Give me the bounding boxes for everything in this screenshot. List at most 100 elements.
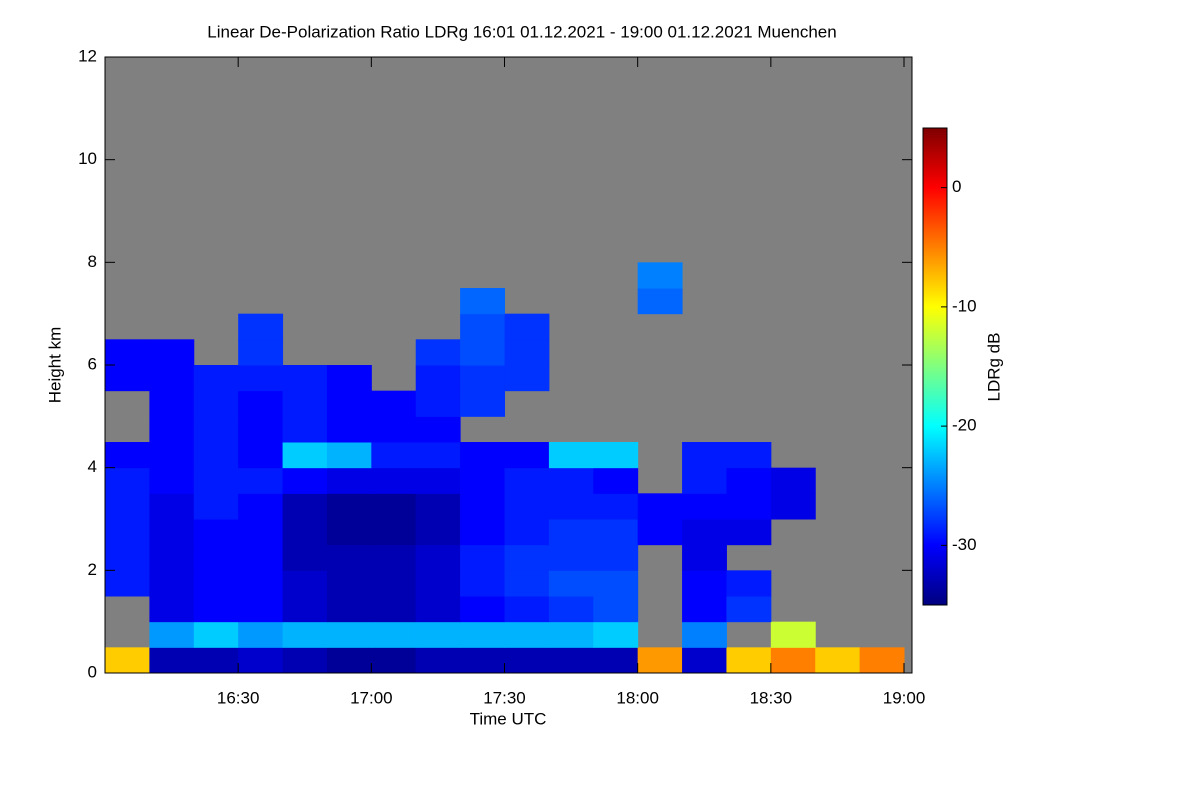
heatmap-cell	[105, 493, 150, 520]
heatmap-cell	[460, 288, 506, 315]
heatmap-cell	[105, 467, 150, 494]
y-tick-label: 0	[88, 662, 97, 681]
heatmap-cell	[282, 570, 328, 597]
heatmap-cell	[593, 519, 639, 546]
heatmap-cell	[415, 442, 461, 469]
heatmap-cell	[326, 467, 372, 494]
heatmap-cell	[105, 339, 150, 366]
heatmap-cell	[682, 442, 727, 469]
heatmap-cell	[682, 621, 727, 648]
heatmap-cell	[149, 493, 195, 520]
heatmap-cell	[593, 621, 639, 648]
heatmap-cell	[193, 647, 239, 674]
heatmap-cell	[460, 467, 506, 494]
heatmap-cell	[282, 621, 328, 648]
heatmap-cell	[726, 519, 772, 546]
heatmap-cell	[105, 647, 150, 674]
heatmap-cell	[371, 570, 417, 597]
x-tick-label: 18:00	[616, 688, 659, 707]
heatmap-cell	[504, 493, 550, 520]
heatmap-cell	[460, 596, 506, 623]
heatmap-cell	[637, 519, 683, 546]
heatmap-cell	[415, 493, 461, 520]
heatmap-cell	[415, 339, 461, 366]
heatmap-cell	[548, 621, 594, 648]
heatmap-cell	[682, 467, 727, 494]
heatmap-cell	[371, 519, 417, 546]
heatmap-cell	[548, 596, 594, 623]
heatmap-cell	[149, 390, 195, 417]
heatmap-cell	[371, 596, 417, 623]
heatmap	[105, 262, 905, 674]
heatmap-cell	[637, 288, 683, 315]
heatmap-cell	[193, 493, 239, 520]
heatmap-cell	[504, 519, 550, 546]
heatmap-cell	[726, 442, 772, 469]
heatmap-cell	[193, 442, 239, 469]
heatmap-cell	[593, 467, 639, 494]
heatmap-cell	[415, 390, 461, 417]
colorbar-tick-label: 0	[952, 177, 961, 196]
heatmap-cell	[415, 621, 461, 648]
y-tick-label: 8	[88, 252, 97, 271]
heatmap-cell	[593, 570, 639, 597]
heatmap-cell	[238, 313, 284, 340]
heatmap-cell	[193, 544, 239, 571]
heatmap-cell	[460, 544, 506, 571]
heatmap-cell	[326, 570, 372, 597]
heatmap-cell	[726, 570, 772, 597]
heatmap-cell	[282, 442, 328, 469]
heatmap-cell	[770, 493, 816, 520]
heatmap-cell	[149, 544, 195, 571]
heatmap-cell	[548, 519, 594, 546]
heatmap-cell	[682, 647, 727, 674]
heatmap-cell	[326, 621, 372, 648]
heatmap-cell	[238, 467, 284, 494]
colorbar	[922, 127, 948, 606]
heatmap-cell	[460, 339, 506, 366]
heatmap-cell	[105, 570, 150, 597]
heatmap-cell	[282, 493, 328, 520]
heatmap-cell	[504, 544, 550, 571]
heatmap-cell	[326, 365, 372, 392]
heatmap-cell	[282, 390, 328, 417]
heatmap-cell	[193, 365, 239, 392]
y-tick-label: 2	[88, 560, 97, 579]
heatmap-cell	[726, 467, 772, 494]
x-axis-label: Time UTC	[470, 709, 547, 728]
heatmap-cell	[149, 442, 195, 469]
heatmap-cell	[682, 570, 727, 597]
heatmap-cell	[238, 596, 284, 623]
heatmap-cell	[238, 544, 284, 571]
heatmap-cell	[593, 493, 639, 520]
colorbar-tick-label: -10	[952, 296, 977, 315]
heatmap-cell	[682, 596, 727, 623]
colorbar-tick-label: -30	[952, 535, 977, 554]
heatmap-cell	[504, 313, 550, 340]
y-tick-label: 12	[78, 46, 97, 65]
heatmap-cell	[193, 467, 239, 494]
heatmap-cell	[371, 416, 417, 443]
colorbar-label: LDRg dB	[984, 333, 1003, 402]
heatmap-cell	[371, 390, 417, 417]
y-tick-label: 6	[88, 354, 97, 373]
heatmap-cell	[637, 262, 683, 289]
heatmap-cell	[460, 621, 506, 648]
x-tick-label: 17:00	[350, 688, 393, 707]
heatmap-cell	[415, 416, 461, 443]
heatmap-cell	[593, 544, 639, 571]
heatmap-cell	[193, 570, 239, 597]
heatmap-cell	[238, 339, 284, 366]
heatmap-cell	[770, 467, 816, 494]
heatmap-cell	[149, 339, 195, 366]
heatmap-cell	[149, 596, 195, 623]
x-tick-label: 16:30	[217, 688, 260, 707]
colorbar-tick-label: -20	[952, 416, 977, 435]
heatmap-cell	[238, 519, 284, 546]
heatmap-cell	[460, 519, 506, 546]
heatmap-cell	[238, 647, 284, 674]
heatmap-cell	[415, 544, 461, 571]
heatmap-cell	[460, 493, 506, 520]
heatmap-cell	[282, 544, 328, 571]
